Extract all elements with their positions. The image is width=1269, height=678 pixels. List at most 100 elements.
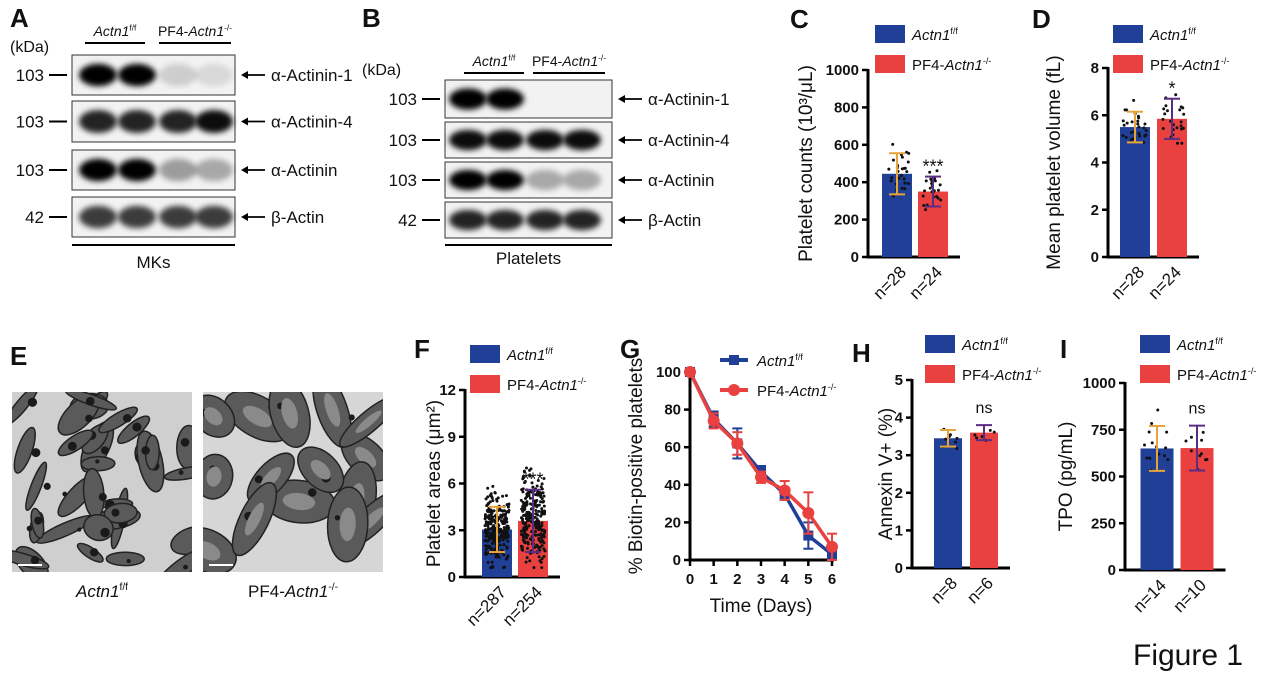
y-tick-label: 600	[834, 137, 859, 154]
legend-swatch-wt	[1113, 25, 1143, 43]
genotype-superscript: -/-	[598, 52, 606, 62]
data-point	[936, 196, 940, 200]
data-point	[502, 531, 506, 535]
legend-label-wt: Actn1f/f	[1149, 26, 1196, 44]
data-point	[955, 447, 959, 451]
data-point	[923, 189, 927, 193]
genotype-prefix: PF4-	[1177, 367, 1210, 384]
data-point	[1178, 108, 1182, 112]
x-tick-label: 0	[686, 571, 694, 588]
western-blot-panel_A: A(kDa)Actn1f/f PF4-Actn1-/-103 α-Actinin-1…	[10, 3, 353, 272]
data-point	[484, 497, 488, 501]
y-tick-label: 5	[895, 372, 903, 389]
granule	[98, 492, 107, 502]
data-point	[486, 524, 490, 528]
data-point	[504, 512, 508, 516]
micrograph-label-wt: Actn1f/f	[75, 582, 128, 601]
data-point	[486, 544, 490, 548]
granule	[203, 541, 221, 561]
genotype-gene: Actn1	[93, 23, 130, 39]
protein-band	[526, 169, 564, 191]
panel-letter: A	[10, 3, 29, 33]
data-point	[903, 181, 907, 185]
y-tick-label: 0	[895, 560, 903, 577]
granule	[95, 459, 100, 464]
data-point	[505, 524, 509, 528]
data-point	[499, 536, 503, 540]
protein-band	[563, 129, 601, 151]
protein-band	[195, 205, 233, 229]
genotype-prefix: PF4-	[158, 23, 189, 39]
protein-band	[486, 88, 524, 110]
data-point	[540, 536, 544, 540]
data-point	[887, 167, 891, 171]
granule	[100, 446, 109, 455]
genotype-prefix: PF4-	[507, 377, 540, 394]
genotype-prefix: PF4-	[962, 367, 995, 384]
data-point	[489, 522, 493, 526]
data-point	[505, 503, 509, 507]
data-point	[1189, 435, 1193, 439]
protein-label: β-Actin	[648, 211, 701, 230]
data-point	[539, 539, 543, 543]
protein-band	[159, 63, 197, 87]
y-tick-label: 3	[895, 447, 903, 464]
data-point	[539, 514, 543, 518]
data-point	[1184, 439, 1188, 443]
data-point	[1129, 138, 1133, 142]
data-point	[486, 495, 490, 499]
platelet-profile	[176, 424, 192, 470]
data-point	[1175, 126, 1179, 130]
data-point	[525, 536, 529, 540]
protein-band	[526, 129, 564, 151]
data-point	[1161, 127, 1165, 131]
genotype-superscript: f/f	[1000, 336, 1008, 346]
y-tick-label: 400	[834, 174, 859, 191]
sample-label: MKs	[137, 253, 171, 272]
platelet-profile	[80, 456, 116, 472]
genotype-superscript: -/-	[1248, 366, 1257, 376]
x-tick-label: 3	[757, 571, 765, 588]
legend-swatch-wt	[925, 335, 955, 353]
data-point	[1162, 107, 1166, 111]
granule	[355, 410, 382, 433]
micrograph-label-ko: PF4-Actn1-/-	[248, 582, 338, 601]
y-tick-label: 800	[834, 99, 859, 116]
legend-swatch-ko	[875, 55, 905, 73]
y-tick-label: 250	[1091, 515, 1116, 532]
granule	[126, 558, 131, 564]
x-category-label: n=254	[499, 583, 546, 630]
data-point	[1125, 121, 1129, 125]
data-point	[490, 517, 494, 521]
data-point	[486, 560, 490, 564]
legend-swatch-ko	[1113, 55, 1143, 73]
data-point	[492, 548, 496, 552]
data-point	[521, 538, 525, 542]
data-point	[541, 491, 545, 495]
granule	[85, 414, 93, 423]
data-point	[905, 170, 909, 174]
data-point	[520, 545, 524, 549]
data-point	[1145, 456, 1149, 460]
granule	[111, 508, 120, 517]
data-point	[505, 545, 509, 549]
data-point	[486, 539, 490, 543]
legend-label-ko: PF4-Actn1-/-	[1177, 366, 1256, 384]
data-point	[537, 509, 541, 513]
data-point	[519, 516, 523, 520]
data-point	[1198, 454, 1202, 458]
y-tick-label: 8	[1091, 60, 1099, 77]
data-point	[492, 518, 496, 522]
granule	[282, 492, 316, 511]
x-category-label: n=8	[927, 574, 961, 608]
data-point	[501, 509, 505, 513]
y-axis-label: % Biotin-positive platelets	[626, 358, 647, 575]
data-marker-square	[803, 530, 814, 541]
arrow-head-icon	[241, 71, 248, 79]
genotype-superscript: f/f	[1215, 336, 1223, 346]
data-point	[975, 436, 979, 440]
genotype-gene: Actn1	[75, 582, 119, 601]
data-point	[519, 498, 523, 502]
y-tick-label: 4	[895, 410, 904, 427]
